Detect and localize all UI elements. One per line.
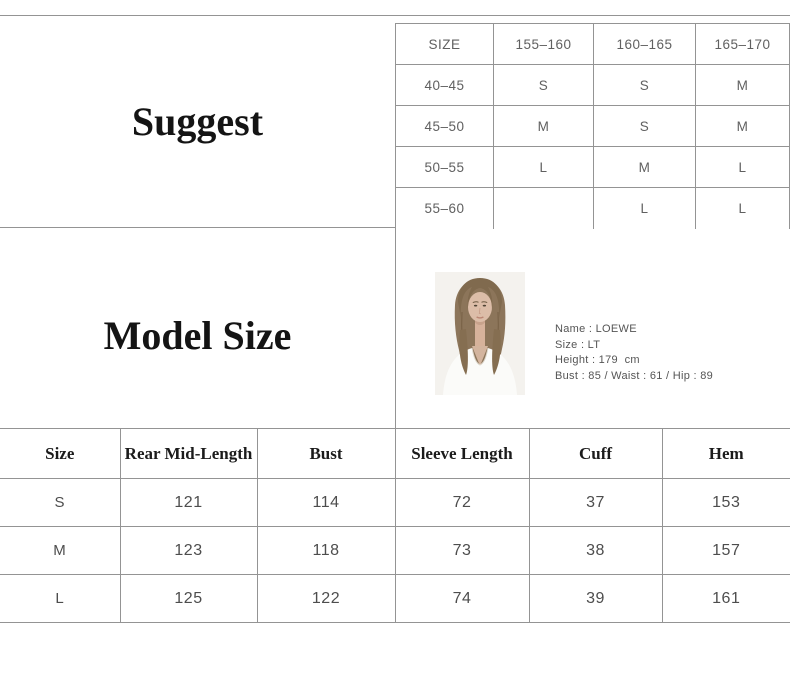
size-cell: 72 [394,478,530,527]
size-cell: 157 [661,526,790,575]
size-table-row: L 125 122 74 39 161 [0,574,790,623]
suggest-cell: M [593,146,696,188]
size-table-row: S 121 114 72 37 153 [0,478,790,527]
suggest-row-label: 40–45 [395,64,494,106]
suggest-row: 55–60 L L [395,187,790,229]
size-cell: 37 [528,478,663,527]
suggest-title: Suggest [131,99,264,144]
section-divider-line [0,227,396,228]
top-divider-line [0,15,790,16]
size-cell: 74 [394,574,530,623]
suggest-row-label: 45–50 [395,105,494,147]
size-cell: 73 [394,526,530,575]
suggest-row-label: 55–60 [395,187,494,229]
model-photo [435,272,525,395]
size-table-header-row: Size Rear Mid-Length Bust Sleeve Length … [0,428,790,479]
suggest-cell: S [593,64,696,106]
suggest-row-label: 50–55 [395,146,494,188]
suggest-cell: L [695,187,790,229]
suggest-col-header: 155–160 [493,23,594,65]
suggest-cell: L [695,146,790,188]
suggest-cell [493,187,594,229]
size-cell: 153 [661,478,790,527]
suggest-col-header: SIZE [395,23,494,65]
size-col-header: Bust [256,428,396,479]
size-cell: 161 [661,574,790,623]
size-cell: 38 [528,526,663,575]
middle-vertical-divider [395,228,396,428]
model-name-line: Name : LOEWE [555,323,637,335]
size-col-header: Sleeve Length [394,428,530,479]
size-cell: 123 [119,526,258,575]
suggest-cell: L [493,146,594,188]
garment-size-table: Size Rear Mid-Length Bust Sleeve Length … [0,428,790,623]
model-size-section: Model Size [0,228,395,428]
model-portrait-illustration [435,272,525,395]
size-cell: S [0,478,121,527]
suggest-section: Suggest [0,15,395,228]
size-col-header: Rear Mid-Length [119,428,258,479]
size-cell: 121 [119,478,258,527]
model-size-line: Size : LT [555,338,601,351]
suggest-size-table: SIZE 155–160 160–165 165–170 40–45 S S M… [395,23,790,229]
suggest-header-row: SIZE 155–160 160–165 165–170 [395,23,790,65]
suggest-col-header: 165–170 [695,23,790,65]
model-height-line: Height : 179 cm [555,354,640,366]
size-cell: 118 [256,526,396,575]
size-cell: L [0,574,121,623]
suggest-row: 45–50 M S M [395,105,790,147]
size-col-header: Cuff [528,428,663,479]
suggest-row: 40–45 S S M [395,64,790,106]
size-cell: 122 [256,574,396,623]
size-col-header: Hem [661,428,790,479]
suggest-cell: L [593,187,696,229]
size-cell: 39 [528,574,663,623]
size-col-header: Size [0,428,121,479]
model-info-block: Name : LOEWE Size : LT Height : 179 cm B… [555,322,713,384]
suggest-cell: M [695,64,790,106]
suggest-col-header: 160–165 [593,23,696,65]
model-measurements-line: Bust : 85 / Waist : 61 / Hip : 89 [555,369,714,382]
suggest-row: 50–55 L M L [395,146,790,188]
model-size-title: Model Size [103,312,292,358]
size-cell: 114 [256,478,396,527]
suggest-cell: M [493,105,594,147]
suggest-cell: S [593,105,696,147]
size-cell: 125 [119,574,258,623]
suggest-cell: M [695,105,790,147]
size-table-row: M 123 118 73 38 157 [0,526,790,575]
suggest-cell: S [493,64,594,106]
size-cell: M [0,526,121,575]
